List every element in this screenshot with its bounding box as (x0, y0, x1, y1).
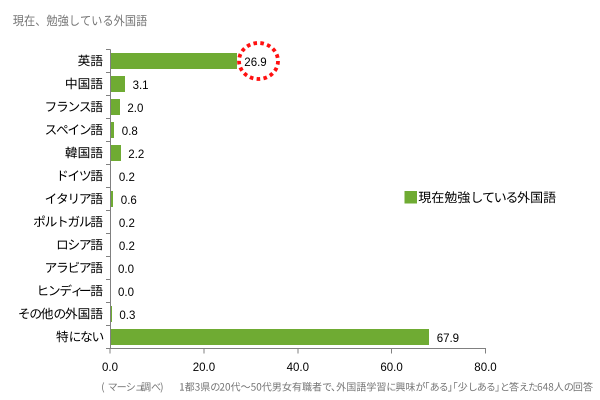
svg-text:0.0: 0.0 (118, 287, 134, 299)
svg-text:60.0: 60.0 (380, 362, 402, 374)
svg-text:0.6: 0.6 (121, 195, 137, 207)
svg-text:0.2: 0.2 (119, 218, 135, 230)
svg-text:0.0: 0.0 (102, 362, 118, 374)
svg-text:26.9: 26.9 (244, 57, 266, 69)
svg-text:40.0: 40.0 (287, 362, 309, 374)
svg-text:80.0: 80.0 (474, 362, 496, 374)
svg-text:0.2: 0.2 (119, 172, 135, 184)
svg-text:2.0: 2.0 (127, 103, 143, 115)
svg-text:2.2: 2.2 (128, 149, 144, 161)
svg-text:20.0: 20.0 (193, 362, 215, 374)
svg-text:0.2: 0.2 (119, 241, 135, 253)
svg-text:0.0: 0.0 (118, 264, 134, 276)
svg-text:3.1: 3.1 (133, 80, 149, 92)
svg-text:0.3: 0.3 (119, 310, 135, 322)
svg-text:67.9: 67.9 (437, 333, 459, 345)
svg-text:0.8: 0.8 (122, 126, 138, 138)
